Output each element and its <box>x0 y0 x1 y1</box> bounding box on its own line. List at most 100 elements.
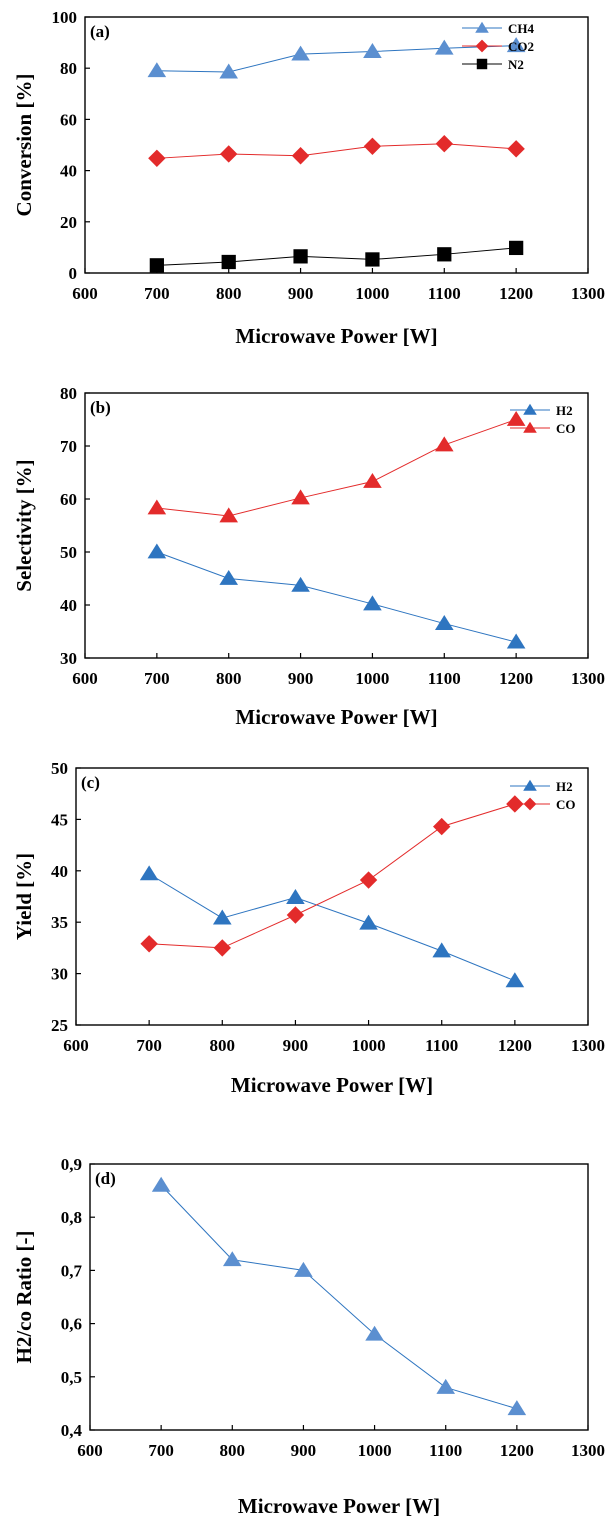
y-tick-label: 25 <box>51 1016 68 1035</box>
data-point <box>506 410 526 426</box>
plot-frame <box>75 767 589 1026</box>
legend-label: CO <box>556 421 576 436</box>
y-tick-label: 80 <box>60 384 77 403</box>
x-tick-label: 600 <box>63 1036 89 1055</box>
data-point <box>291 147 310 165</box>
data-point <box>222 1251 242 1267</box>
series-co <box>140 795 524 957</box>
data-point <box>359 914 378 930</box>
x-axis-title: Microwave Power [W] <box>231 1073 433 1097</box>
y-tick-label: 0,8 <box>61 1208 82 1227</box>
x-tick-label: 800 <box>216 669 242 688</box>
series-line <box>156 419 517 517</box>
y-tick-label: 0,6 <box>61 1315 82 1334</box>
data-point <box>363 137 382 155</box>
x-tick-label: 900 <box>288 284 314 303</box>
data-point <box>507 1400 527 1416</box>
legend-marker <box>475 21 489 33</box>
data-point <box>140 935 158 953</box>
series-line <box>156 551 517 643</box>
data-point <box>212 909 232 925</box>
y-tick-label: 80 <box>60 59 77 78</box>
x-tick-label: 900 <box>291 1441 317 1460</box>
data-point <box>291 45 310 61</box>
data-point <box>363 472 382 488</box>
series-ch4 <box>147 37 526 79</box>
legend-marker <box>476 58 488 70</box>
legend-marker <box>523 403 537 415</box>
data-point <box>436 1378 456 1394</box>
series-h2 <box>147 543 526 649</box>
plot-frame <box>89 1163 589 1431</box>
x-axis-title: Microwave Power [W] <box>235 705 437 729</box>
x-tick-label: 1100 <box>425 1036 458 1055</box>
y-tick-label: 40 <box>51 862 68 881</box>
y-tick-label: 50 <box>51 759 68 778</box>
data-point <box>219 63 239 79</box>
x-tick-label: 600 <box>77 1441 103 1460</box>
x-tick-label: 1000 <box>352 1036 386 1055</box>
data-point <box>151 1176 171 1192</box>
series-line <box>149 803 516 949</box>
legend-marker <box>523 797 537 811</box>
chart-panel-4: 600 700 800 900 1000 1100 1200 1300 0,4 0,5 0,6 0,7… <box>12 1155 605 1518</box>
legend-label: N2 <box>508 57 524 72</box>
series-h2 <box>139 865 525 988</box>
data-point <box>221 254 236 270</box>
data-point <box>291 489 310 505</box>
data-point <box>506 37 526 53</box>
x-tick-label: 1000 <box>355 669 389 688</box>
plot-frame <box>84 16 589 274</box>
y-tick-label: 30 <box>51 965 68 984</box>
x-tick-label: 800 <box>216 284 242 303</box>
y-tick-label: 40 <box>60 596 77 615</box>
data-point <box>434 436 454 452</box>
legend-label: CH4 <box>508 21 535 36</box>
data-point <box>365 1325 384 1341</box>
x-tick-label: 700 <box>144 284 170 303</box>
data-point <box>507 140 525 158</box>
y-tick-label: 40 <box>60 162 77 181</box>
series-line <box>148 873 516 982</box>
y-axis-title: H2/co Ratio [-] <box>12 1231 36 1364</box>
series-co <box>147 410 526 523</box>
chart-panel-2: 600 700 800 900 1000 1100 1200 1300 30 40 50 60 70 80… <box>12 384 605 729</box>
plot-frame <box>84 392 589 659</box>
x-tick-label: 1300 <box>571 1036 605 1055</box>
x-axis-title: Microwave Power [W] <box>235 324 437 348</box>
data-point <box>149 258 164 273</box>
y-tick-label: 45 <box>51 810 68 829</box>
data-point <box>147 499 167 515</box>
data-point <box>219 569 239 585</box>
x-tick-label: 1000 <box>358 1441 392 1460</box>
data-point <box>291 576 310 592</box>
data-point <box>437 247 452 262</box>
data-point <box>505 972 525 988</box>
y-tick-label: 30 <box>60 649 77 668</box>
y-tick-label: 0 <box>69 264 78 283</box>
data-point <box>435 135 453 153</box>
data-point <box>220 145 238 163</box>
y-tick-label: 0,7 <box>61 1261 83 1280</box>
x-tick-label: 1000 <box>355 284 389 303</box>
x-tick-label: 1200 <box>499 669 533 688</box>
data-point <box>434 615 454 630</box>
y-tick-label: 100 <box>52 8 78 27</box>
x-tick-label: 1300 <box>571 284 605 303</box>
y-tick-label: 35 <box>51 913 68 932</box>
y-tick-label: 0,4 <box>61 1421 83 1440</box>
data-point <box>363 595 382 611</box>
x-tick-label: 900 <box>288 669 314 688</box>
y-tick-label: 20 <box>60 213 77 232</box>
series-line <box>156 247 517 266</box>
panel-label: (a) <box>90 22 110 41</box>
panel-label: (b) <box>90 398 111 417</box>
x-tick-label: 800 <box>220 1441 246 1460</box>
legend-marker <box>475 39 489 53</box>
y-axis-title: Selectivity [%] <box>12 459 36 591</box>
data-point <box>359 871 378 889</box>
x-tick-label: 1200 <box>499 284 533 303</box>
x-tick-label: 1200 <box>498 1036 532 1055</box>
legend-label: H2 <box>556 403 573 418</box>
